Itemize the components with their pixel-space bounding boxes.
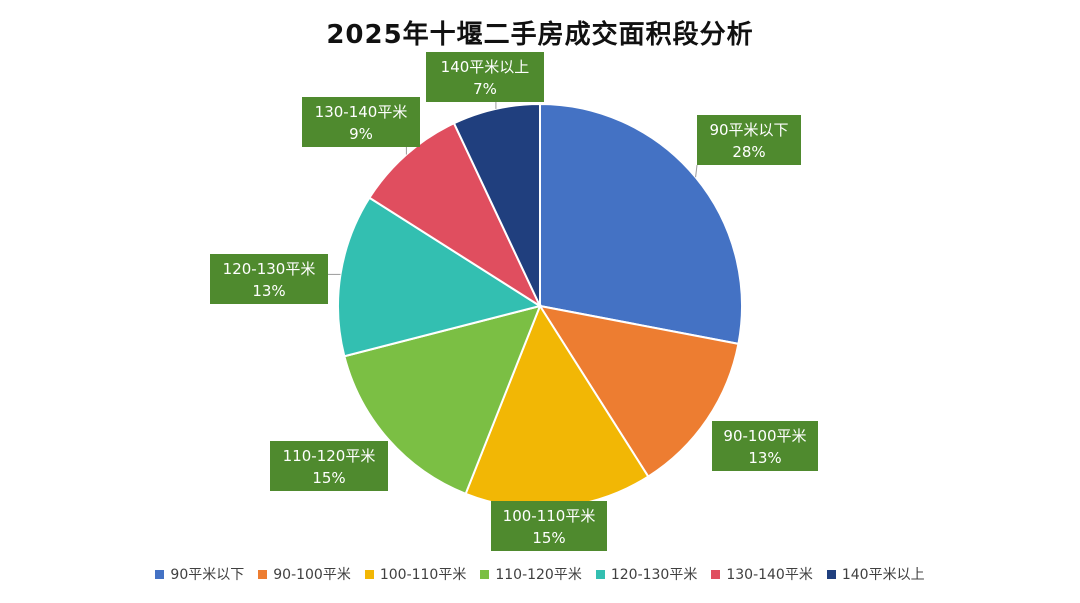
data-label: 90平米以下 28% <box>697 115 801 165</box>
legend-item: 110-120平米 <box>480 564 582 584</box>
legend-label: 120-130平米 <box>610 567 698 583</box>
data-label-category: 120-130平米 <box>223 260 316 278</box>
legend-label: 100-110平米 <box>379 567 467 583</box>
legend-swatch <box>155 569 165 579</box>
legend-swatch <box>595 569 605 579</box>
legend-swatch <box>258 569 268 579</box>
legend-item: 130-140平米 <box>711 564 813 584</box>
data-label-box <box>697 115 801 165</box>
data-label-category: 100-110平米 <box>503 507 596 525</box>
data-label-category: 140平米以上 <box>441 58 530 76</box>
data-label: 110-120平米 15% <box>270 441 388 491</box>
data-label-category: 90-100平米 <box>723 427 806 445</box>
legend-item: 100-110平米 <box>364 564 467 584</box>
data-label-category: 130-140平米 <box>315 103 408 121</box>
pie-slice <box>343 304 542 496</box>
data-label-value: 13% <box>748 449 781 467</box>
legend-label: 130-140平米 <box>726 567 813 583</box>
data-label-value: 15% <box>532 529 565 547</box>
legend-item: 90-100平米 <box>258 564 351 584</box>
legend: 90平米以下 90-100平米 100-110平米 110-120平米 120-130平… <box>0 564 1080 584</box>
legend-swatch <box>711 569 721 579</box>
pie-slices <box>337 102 743 509</box>
data-label-value: 13% <box>252 282 285 300</box>
data-label: 100-110平米 15% <box>491 501 607 551</box>
data-label-box <box>302 97 420 147</box>
data-label: 90-100平米 13% <box>712 421 818 471</box>
data-label-value: 15% <box>312 469 345 487</box>
legend-label: 90平米以下 <box>170 567 245 583</box>
data-label-category: 90平米以下 <box>709 121 788 139</box>
data-label-box <box>270 441 388 491</box>
data-label-box <box>210 254 328 304</box>
data-label-box <box>426 52 544 102</box>
legend-swatch <box>480 569 490 579</box>
leader-line <box>695 164 698 178</box>
legend-item: 90平米以下 <box>155 564 244 584</box>
legend-item: 120-130平米 <box>595 564 698 584</box>
data-label-box <box>491 501 607 551</box>
legend-label: 140平米以上 <box>841 567 925 583</box>
legend-label: 90-100平米 <box>273 567 351 583</box>
pie-slice <box>537 304 740 478</box>
data-label-value: 9% <box>349 125 373 143</box>
leader-lines <box>328 102 698 275</box>
pie-slice <box>539 102 743 346</box>
data-label: 130-140平米 9% <box>302 97 420 147</box>
data-labels: 90平米以下28%90-100平米13%100-110平米15%110-120平… <box>210 52 818 551</box>
data-label-box <box>712 421 818 471</box>
data-label-category: 110-120平米 <box>283 447 376 465</box>
chart-title: 2025年十堰二手房成交面积段分析 <box>326 20 754 50</box>
data-label: 140平米以上 7% <box>426 52 544 102</box>
legend-item: 140平米以上 <box>826 564 925 584</box>
legend-swatch <box>364 569 374 579</box>
data-label-value: 28% <box>732 143 765 161</box>
data-label: 120-130平米 13% <box>210 254 328 304</box>
data-label-value: 7% <box>473 80 497 98</box>
legend-swatch <box>826 569 836 579</box>
legend-label: 110-120平米 <box>495 567 582 583</box>
